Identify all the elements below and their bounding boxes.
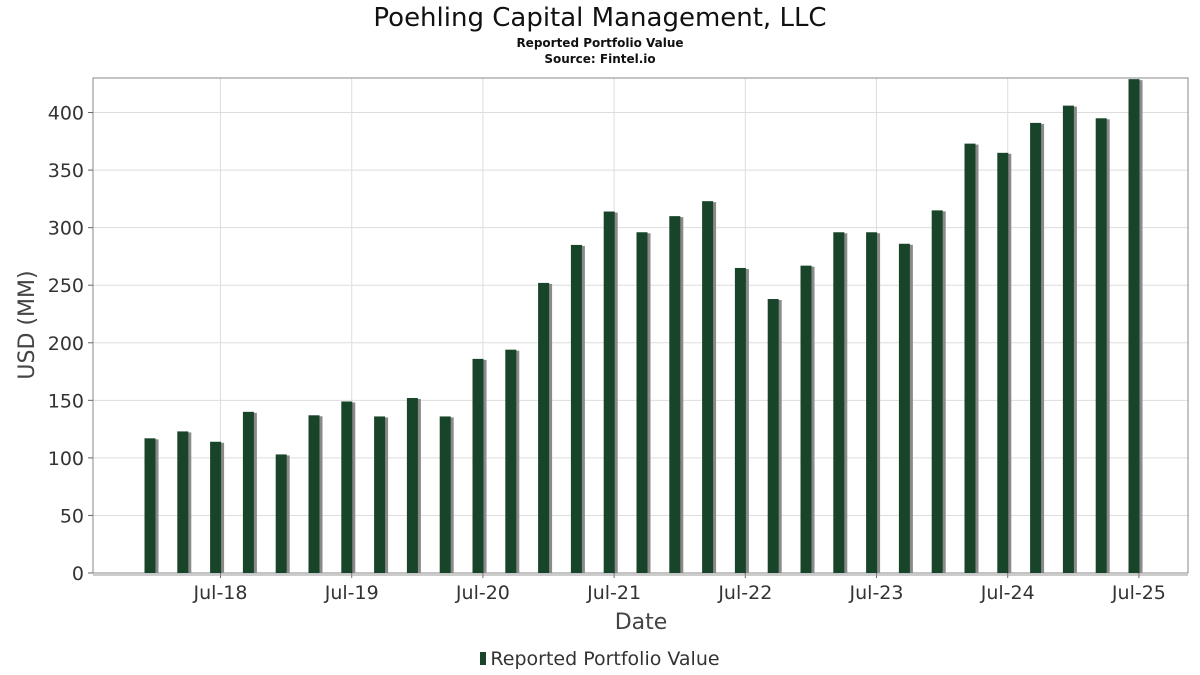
bar	[866, 232, 878, 574]
chart-title: Poehling Capital Management, LLC	[373, 3, 827, 33]
bar	[964, 143, 976, 573]
bar	[931, 210, 943, 573]
bar	[374, 416, 386, 573]
bar	[1062, 105, 1074, 574]
x-tick-label: Jul-20	[455, 582, 510, 604]
bar	[669, 216, 681, 574]
x-tick-label: Jul-21	[586, 582, 641, 604]
bar	[636, 232, 648, 574]
bar	[242, 411, 254, 573]
legend: Reported Portfolio Value	[0, 648, 1200, 670]
y-axis-label: USD (MM)	[15, 270, 40, 379]
y-tick-label: 50	[60, 505, 84, 527]
bar	[439, 416, 451, 573]
y-tick-label: 250	[48, 275, 84, 297]
y-tick-label: 200	[48, 333, 84, 355]
bar	[177, 431, 189, 573]
x-axis-label: Date	[615, 610, 668, 635]
y-tick-label: 150	[48, 390, 84, 412]
bar	[308, 415, 320, 573]
x-tick-label: Jul-25	[1111, 582, 1166, 604]
x-tick-label: Jul-23	[849, 582, 904, 604]
bar	[1095, 118, 1107, 573]
bar	[210, 441, 222, 573]
bar	[603, 211, 615, 573]
y-tick-label: 100	[48, 448, 84, 470]
y-tick-label: 350	[48, 160, 84, 182]
bar	[702, 201, 714, 573]
bar	[406, 398, 418, 573]
chart-subtitle: Reported Portfolio Value	[516, 36, 684, 50]
legend-label: Reported Portfolio Value	[490, 648, 720, 670]
bar	[767, 299, 779, 573]
bar	[275, 454, 287, 573]
y-tick-label: 300	[48, 218, 84, 240]
y-tick-label: 0	[72, 563, 84, 585]
bars	[144, 79, 1143, 574]
chart-source: Source: Fintel.io	[544, 52, 656, 66]
x-axis-ticks: Jul-18 Jul-19 Jul-20 Jul-21 Jul-22 Jul-23 Jul-…	[93, 573, 1188, 604]
bar	[505, 349, 517, 573]
y-tick-label: 400	[48, 103, 84, 125]
bar	[1128, 79, 1140, 574]
x-tick-label: Jul-22	[717, 582, 772, 604]
x-tick-label: Jul-19	[324, 582, 379, 604]
bar	[800, 265, 812, 573]
bar	[898, 243, 910, 573]
bar	[472, 358, 484, 573]
y-axis-ticks: 0 50 100 150 200 250 300 350 400	[48, 103, 93, 585]
bar	[341, 401, 353, 573]
bar	[997, 152, 1009, 574]
bar	[734, 267, 746, 573]
bar	[538, 282, 550, 573]
x-tick-label: Jul-24	[980, 582, 1035, 604]
bar	[833, 232, 845, 574]
bar	[144, 438, 156, 573]
x-tick-label: Jul-18	[193, 582, 248, 604]
bar	[1030, 122, 1042, 573]
legend-swatch	[480, 652, 487, 665]
bar	[570, 244, 582, 573]
